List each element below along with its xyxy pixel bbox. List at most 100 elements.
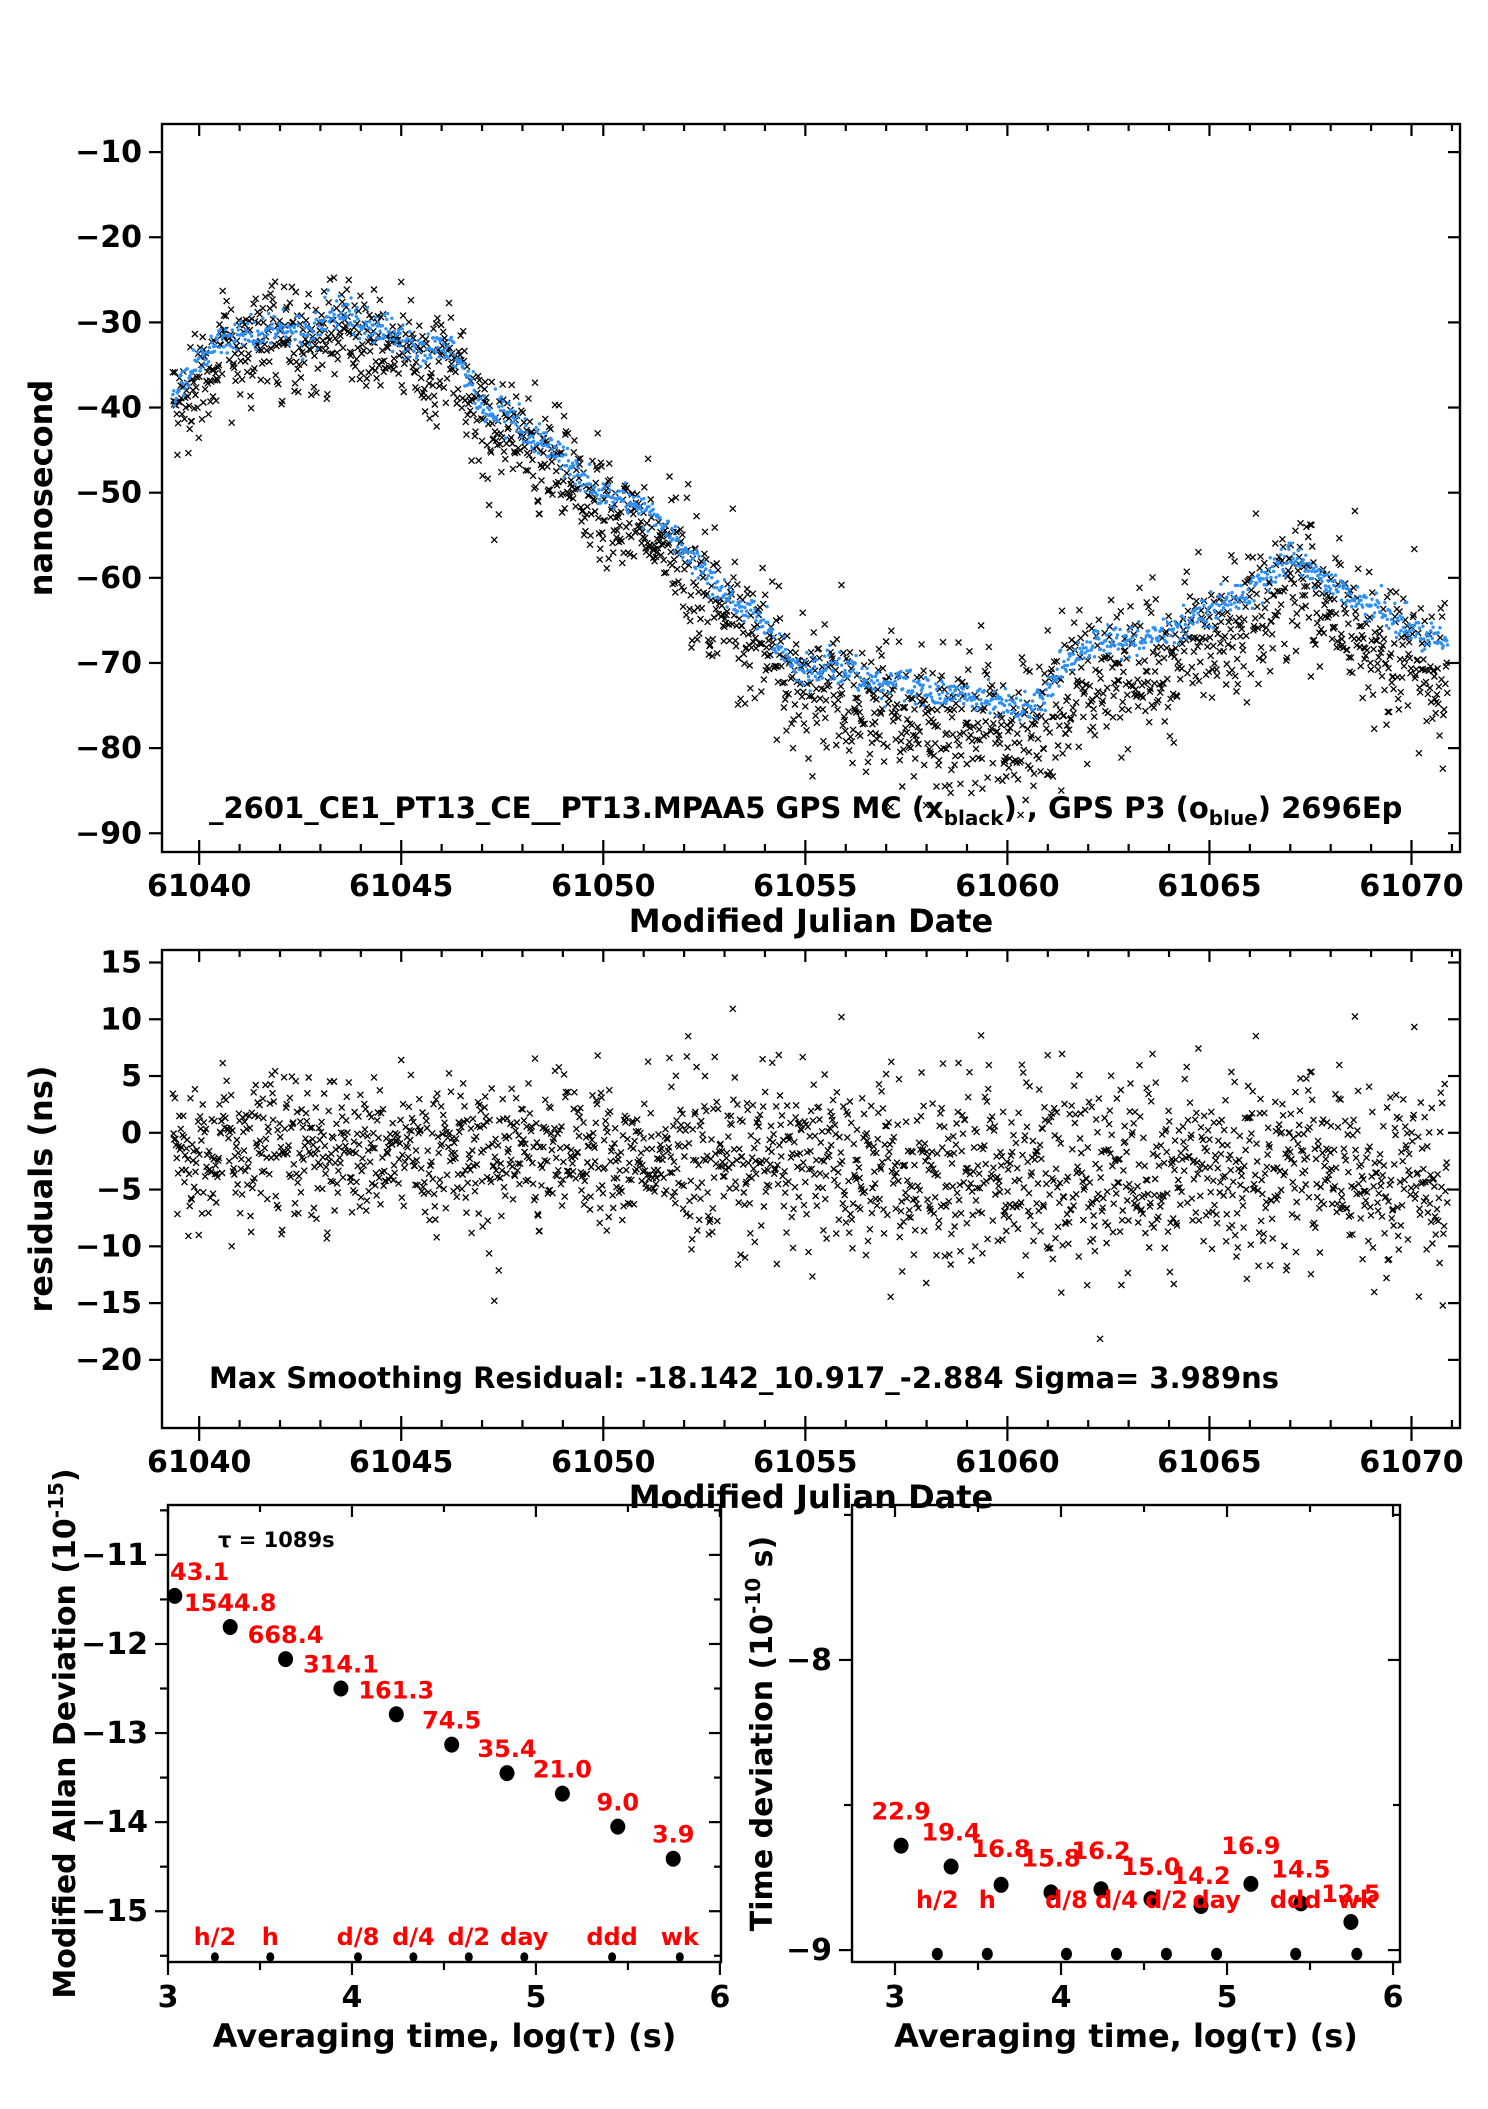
time-marker-dot <box>520 1952 529 1962</box>
time-marker-label: wk <box>661 1923 700 1951</box>
y-tick-label: −20 <box>75 220 142 255</box>
y-tick-label: −11 <box>81 1538 148 1573</box>
x-axis-title: Modified Julian Date <box>629 902 993 940</box>
time-marker-label: h/2 <box>916 1886 959 1914</box>
time-marker-label: d/8 <box>337 1923 380 1951</box>
time-marker-dot <box>1290 1947 1302 1961</box>
x-tick-label: 61065 <box>1157 1445 1261 1480</box>
y-tick-label: 5 <box>121 1059 142 1094</box>
y-tick-label: −40 <box>75 391 142 426</box>
x-tick-label: 6 <box>1383 1980 1404 2015</box>
data-point <box>222 1619 238 1635</box>
y-tick-label: −8 <box>786 1643 832 1678</box>
y-axis-title: Time deviation (10-10 s) <box>741 1536 780 1931</box>
time-marker-dot <box>1211 1947 1223 1961</box>
x-axis-title: Averaging time, log(τ) (s) <box>894 2017 1358 2055</box>
point-value-label: 161.3 <box>358 1676 434 1704</box>
y-axis-title: residuals (ns) <box>22 1065 60 1312</box>
point-value-label: 35.4 <box>477 1735 536 1763</box>
x-tick-label: 4 <box>342 1980 363 2015</box>
time-marker-label: ddd <box>1270 1886 1322 1914</box>
data-point <box>610 1818 626 1835</box>
point-value-label: 9.0 <box>597 1789 640 1817</box>
panel-modified-allan-deviation: 3 4 5 6 −11 −12 −13 −14 −15 Averaging time, log(τ… <box>44 1468 730 2055</box>
gps-mc-scatter <box>169 274 1451 819</box>
data-point <box>1343 1914 1359 1930</box>
y-tick-label: −10 <box>75 1229 142 1264</box>
time-marker-dot <box>354 1952 362 1962</box>
time-marker-label: h <box>979 1886 996 1914</box>
point-value-label: 3.9 <box>652 1821 695 1849</box>
x-tick-label: 61065 <box>1157 869 1261 904</box>
time-marker-dot <box>1160 1947 1172 1961</box>
data-point <box>278 1651 294 1668</box>
y-tick-label: −60 <box>75 561 142 596</box>
point-value-label: 1544.8 <box>184 1589 277 1617</box>
data-point <box>333 1680 349 1697</box>
y-tick-label: −12 <box>81 1627 148 1662</box>
point-value-label: 74.5 <box>422 1707 481 1735</box>
point-value-label: 19.4 <box>921 1819 980 1847</box>
data-point <box>1093 1881 1109 1898</box>
data-point <box>444 1736 460 1753</box>
time-marker-dot <box>409 1952 418 1962</box>
x-tick-label: 3 <box>885 1980 906 2015</box>
data-point <box>167 1587 183 1604</box>
x-tick-label: 61040 <box>147 1445 251 1480</box>
y-tick-label: −14 <box>81 1805 148 1840</box>
x-tick-label: 61060 <box>955 1445 1059 1480</box>
panel-border <box>160 948 1462 1430</box>
x-tick-label: 61055 <box>753 869 857 904</box>
time-marker-label: h <box>262 1923 279 1951</box>
point-value-label: 14.5 <box>1271 1855 1330 1883</box>
time-marker-dot <box>608 1952 617 1962</box>
time-marker-dot <box>210 1952 219 1962</box>
point-value-label: 15.0 <box>1121 1853 1180 1881</box>
tau-note: τ = 1089s <box>218 1528 335 1552</box>
y-tick-label: −13 <box>81 1716 148 1751</box>
point-value-label: 314.1 <box>303 1651 379 1679</box>
point-value-label: 668.4 <box>248 1621 324 1649</box>
point-value-label: 16.9 <box>1221 1832 1280 1860</box>
x-axis-title: Averaging time, log(τ) (s) <box>213 2017 677 2055</box>
point-value-label: 12.5 <box>1321 1880 1380 1908</box>
x-tick-label: 6 <box>709 1980 730 2015</box>
x-tick-label: 5 <box>525 1980 546 2015</box>
data-point <box>1243 1875 1259 1892</box>
x-tick-label: 61070 <box>1359 869 1463 904</box>
residuals-scatter <box>169 1005 1451 1343</box>
time-marker-dot <box>1111 1947 1122 1961</box>
x-axis-title: Modified Julian Date <box>629 1478 993 1516</box>
x-tick-label: 61050 <box>551 1445 655 1480</box>
y-tick-label: −20 <box>75 1343 142 1378</box>
residual-annotation: Max Smoothing Residual: -18.142_10.917_-… <box>209 1361 1279 1395</box>
data-point <box>554 1785 570 1802</box>
time-marker-dot <box>931 1947 943 1961</box>
y-tick-label: −80 <box>75 731 142 766</box>
data-point <box>893 1837 909 1854</box>
time-marker-dot <box>1351 1947 1363 1961</box>
time-marker-dot <box>464 1952 473 1962</box>
time-marker-label: d/8 <box>1045 1886 1088 1914</box>
data-point <box>943 1858 959 1875</box>
panel-residuals: 61040 61045 61050 61055 61060 61065 61070 15 10 5… <box>22 945 1464 1516</box>
time-marker-label: d/2 <box>447 1923 490 1951</box>
time-marker-dot <box>1061 1947 1072 1961</box>
time-marker-dot <box>266 1952 275 1962</box>
y-tick-label: 0 <box>121 1116 142 1151</box>
y-tick-label: −50 <box>75 476 142 511</box>
y-tick-label: −15 <box>75 1286 142 1321</box>
data-point <box>388 1706 404 1723</box>
time-marker-label: ddd <box>586 1923 638 1951</box>
panel-time-deviation: 3 4 5 6 −8 −9 Averaging time, log(τ) (s) Time d… <box>741 1503 1404 2055</box>
time-marker-label: wk <box>1338 1886 1377 1914</box>
x-tick-label: 3 <box>158 1980 179 2015</box>
x-tick-label: 5 <box>1217 1980 1238 2015</box>
y-tick-label: −5 <box>96 1173 142 1208</box>
point-value-label: 16.8 <box>971 1835 1030 1863</box>
x-tick-label: 61070 <box>1359 1445 1463 1480</box>
time-marker-label: day <box>500 1923 549 1951</box>
x-tick-label: 61050 <box>551 869 655 904</box>
